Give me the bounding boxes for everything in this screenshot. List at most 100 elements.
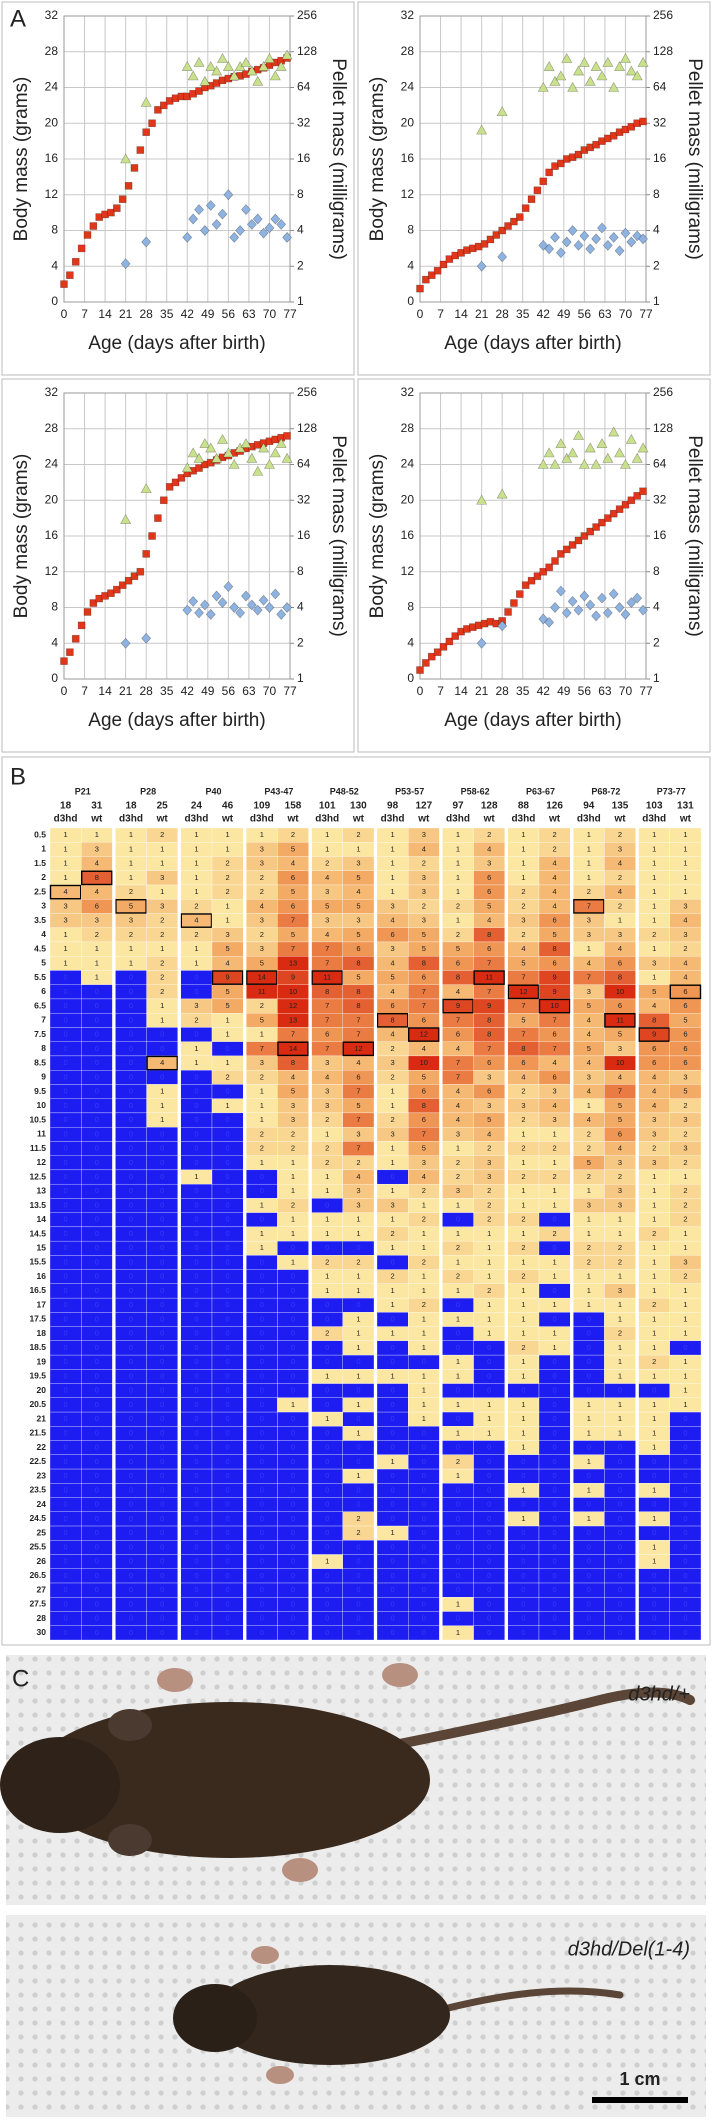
y2-axis-title: Pellet mass (milligrams)	[328, 435, 349, 637]
row-label: 23.5	[29, 1485, 46, 1495]
cell-label: 2	[391, 1272, 395, 1281]
cell-label: 7	[422, 1001, 426, 1010]
row-label: 17.5	[29, 1314, 46, 1324]
mouse-paw	[157, 1668, 193, 1692]
x-tick-label: 49	[557, 684, 571, 698]
cell-label: 6	[487, 873, 491, 882]
cell-label: 0	[487, 1471, 491, 1480]
cell-label: 4	[64, 887, 68, 896]
cell-label: 0	[260, 1386, 264, 1395]
cell-label: 0	[291, 1500, 295, 1509]
cell-label: 0	[456, 1571, 460, 1580]
marker	[263, 458, 275, 469]
cell-label: 1	[160, 887, 164, 896]
marker	[549, 458, 561, 469]
cell-label: 2	[587, 887, 591, 896]
cell-label: 0	[325, 1386, 329, 1395]
cell-label: 1	[325, 1557, 329, 1566]
cell-label: 0	[226, 1557, 230, 1566]
marker	[124, 182, 133, 190]
cell-label: 0	[291, 1386, 295, 1395]
cell-label: 0	[325, 1614, 329, 1623]
cell-label: 0	[487, 1457, 491, 1466]
cell-label: 0	[553, 1414, 557, 1423]
marker	[142, 128, 150, 136]
cell-label: 6	[422, 973, 426, 982]
cell-label: 0	[226, 1585, 230, 1594]
x-tick-label: 28	[496, 684, 510, 698]
cell-label: 6	[291, 873, 295, 882]
cell-label: 0	[160, 1400, 164, 1409]
cell-label: 2	[553, 1229, 557, 1238]
y-tick-label: 20	[401, 492, 415, 506]
cell-label: 1	[587, 1300, 591, 1309]
cell-label: 0	[291, 1357, 295, 1366]
cell-label: 0	[160, 1300, 164, 1309]
cell-label: 5	[129, 901, 133, 910]
cell-label: 0	[260, 1599, 264, 1608]
marker	[543, 60, 555, 71]
cell-label: 1	[422, 1386, 426, 1395]
cell-label: 0	[325, 1485, 329, 1494]
cell-label: 0	[521, 1557, 525, 1566]
marker	[83, 231, 92, 239]
cell-label: 8	[618, 973, 622, 982]
cell-label: 0	[652, 1599, 656, 1608]
cell-label: 4	[456, 1087, 460, 1096]
cell-label: 0	[587, 1471, 591, 1480]
marker	[638, 604, 648, 616]
cell-label: 0	[194, 1371, 198, 1380]
cell-label: 0	[95, 1457, 99, 1466]
marker	[60, 280, 68, 288]
marker	[199, 75, 211, 86]
cell-label: 5	[291, 1087, 295, 1096]
y2-axis-title: Pellet mass (milligrams)	[684, 58, 705, 260]
cell-label: 0	[618, 1443, 622, 1452]
cell-label: 0	[194, 1314, 198, 1323]
cell-label: 4	[553, 859, 557, 868]
cell-label: 0	[95, 1300, 99, 1309]
marker	[252, 465, 264, 476]
cell-label: 8	[356, 1001, 360, 1010]
cell-label: 1	[226, 1058, 230, 1067]
cell-label: 4	[587, 1115, 591, 1124]
cell-label: 0	[260, 1542, 264, 1551]
marker	[538, 239, 549, 251]
cell-label: 0	[618, 1471, 622, 1480]
cell-label: 1	[422, 1400, 426, 1409]
y-tick-label: 16	[401, 528, 415, 542]
y2-tick-label: 2	[297, 258, 304, 272]
cell-label: 0	[64, 973, 68, 982]
cell-label: 0	[194, 1400, 198, 1409]
cell-label: 0	[356, 1628, 360, 1637]
y-tick-label: 24	[401, 457, 415, 471]
cell-label: 0	[456, 1585, 460, 1594]
marker	[195, 87, 203, 95]
x-tick-label: 28	[140, 307, 154, 321]
cell-label: 0	[553, 1514, 557, 1523]
cell-label: 0	[194, 973, 198, 982]
column-n: 25	[157, 801, 169, 812]
marker	[545, 168, 553, 177]
cell-label: 0	[325, 1514, 329, 1523]
cell-label: 0	[487, 1599, 491, 1608]
cell-label: 0	[95, 1357, 99, 1366]
cell-label: 0	[456, 1557, 460, 1566]
marker	[486, 235, 495, 244]
cell-label: 0	[64, 1457, 68, 1466]
cell-label: 3	[487, 859, 491, 868]
x-tick-label: 56	[578, 307, 592, 321]
marker	[216, 53, 229, 63]
cell-label: 0	[391, 1557, 395, 1566]
cell-label: 0	[129, 1457, 133, 1466]
cell-label: 0	[64, 1215, 68, 1224]
cell-label: 1	[618, 1215, 622, 1224]
cell-label: 1	[652, 1314, 656, 1323]
cell-label: 0	[129, 1443, 133, 1452]
cell-label: 0	[587, 1585, 591, 1594]
cell-label: 4	[391, 1030, 395, 1039]
cell-label: 2	[521, 1272, 525, 1281]
cell-label: 1	[291, 1229, 295, 1238]
cell-label: 0	[194, 1414, 198, 1423]
y-tick-label: 28	[401, 44, 415, 58]
